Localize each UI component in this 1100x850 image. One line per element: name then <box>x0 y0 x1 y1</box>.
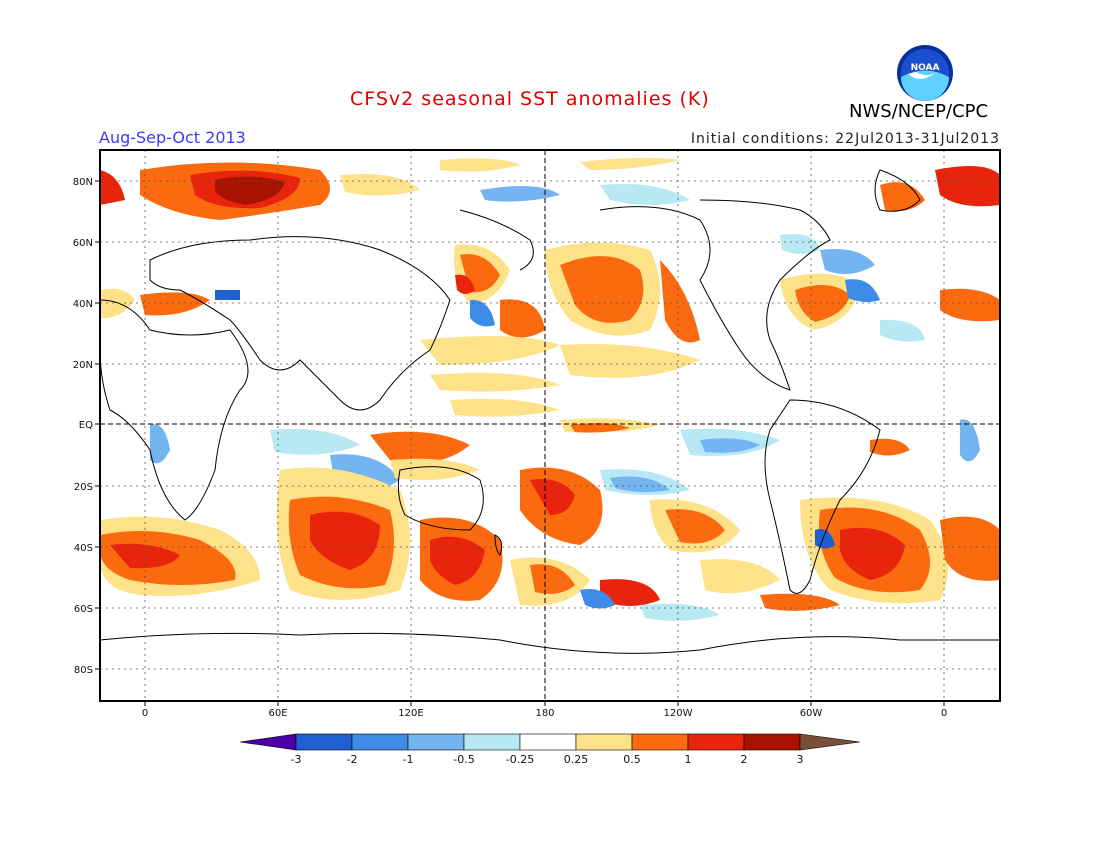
colorbar-label: 2 <box>741 753 748 766</box>
lon-label: 120E <box>398 708 423 719</box>
colorbar-cell <box>519 733 577 751</box>
colorbar-cell <box>799 733 861 751</box>
tick-marks <box>95 180 945 706</box>
lon-label: 0 <box>941 708 947 719</box>
lat-label: 40N <box>73 299 93 310</box>
colorbar-label: -1 <box>403 753 414 766</box>
map-frame <box>99 149 1001 702</box>
colorbar-cell <box>239 733 297 751</box>
lat-label: 60S <box>74 604 93 615</box>
graticule <box>100 150 1000 701</box>
colorbar-cell <box>631 733 689 751</box>
colorbar-cell <box>463 733 521 751</box>
colorbar-cell <box>295 733 353 751</box>
colorbar-cell <box>687 733 745 751</box>
anomaly-field <box>100 150 1000 701</box>
colorbar-cell <box>575 733 633 751</box>
colorbar-label: -2 <box>347 753 358 766</box>
lat-label: EQ <box>79 420 93 431</box>
longitude-labels: 0 60E 120E 180 120W 60W 0 <box>142 708 947 719</box>
colorbar-cell <box>743 733 801 751</box>
logo-text: NOAA <box>911 63 940 73</box>
colorbar-label: -0.5 <box>453 753 474 766</box>
lat-label: 20S <box>74 482 93 493</box>
initial-conditions: Initial conditions: 22Jul2013-31Jul2013 <box>690 131 1000 147</box>
colorbar-cell <box>351 733 409 751</box>
colorbar-label: 1 <box>685 753 692 766</box>
colorbar-label: 3 <box>797 753 804 766</box>
forecast-period: Aug-Sep-Oct 2013 <box>99 128 246 147</box>
lat-label: 20N <box>73 360 93 371</box>
lat-label: 40S <box>74 543 93 554</box>
coastlines <box>100 169 1000 654</box>
latitude-labels: 80N 60N 40N 20N EQ 20S 40S 60S 80S <box>73 177 93 676</box>
colorbar-label: 0.5 <box>623 753 641 766</box>
colorbar-labels: -3 -2 -1 -0.5 -0.25 0.25 0.5 1 2 3 <box>291 753 804 766</box>
colorbar-label: -0.25 <box>506 753 534 766</box>
lat-label: 80S <box>74 665 93 676</box>
lat-label: 60N <box>73 238 93 249</box>
map-title: CFSv2 seasonal SST anomalies (K) <box>350 88 710 110</box>
colorbar-label: -3 <box>291 753 302 766</box>
lon-label: 0 <box>142 708 148 719</box>
lon-label: 60E <box>268 708 287 719</box>
colorbar-cell <box>407 733 465 751</box>
noaa-logo: NOAA <box>897 45 953 101</box>
lat-label: 80N <box>73 177 93 188</box>
lon-label: 60W <box>800 708 823 719</box>
lon-label: 180 <box>535 708 554 719</box>
agency-label: NWS/NCEP/CPC <box>849 101 989 122</box>
colorbar <box>239 733 861 751</box>
colorbar-label: 0.25 <box>564 753 589 766</box>
lon-label: 120W <box>664 708 693 719</box>
